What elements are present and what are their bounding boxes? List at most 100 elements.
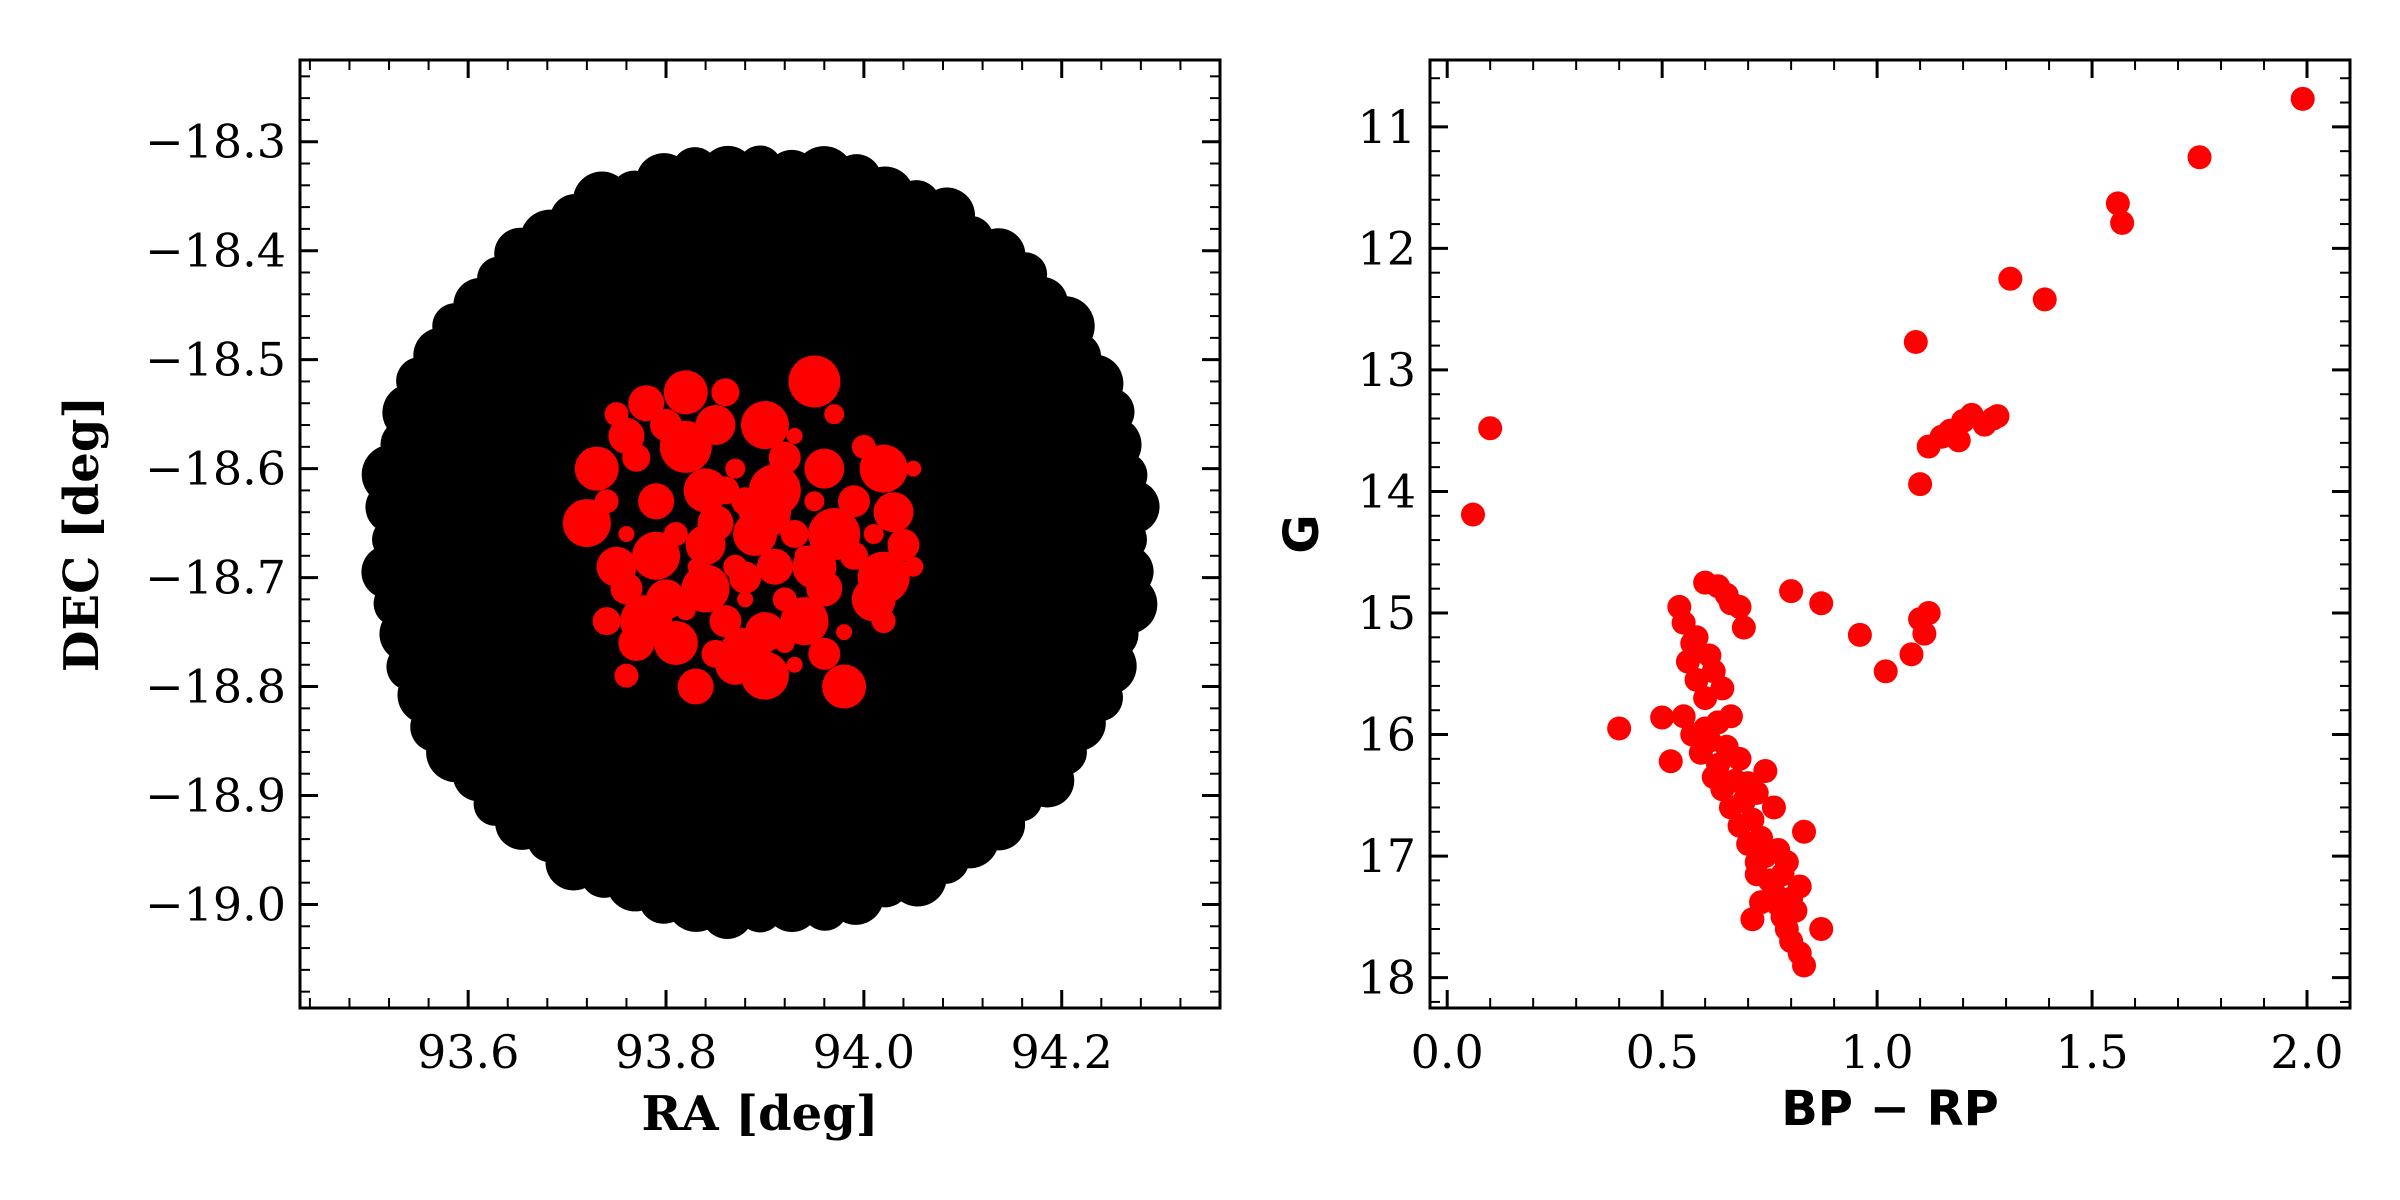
cmd-data-point [1718,795,1743,820]
sky-data-point [618,526,635,542]
cmd-data-point [1779,579,1804,604]
sky-x-axis-label: RA [deg] [642,1086,879,1142]
cmd-data-point [1658,749,1683,774]
sky-data-point [786,427,803,444]
sky-data-point [859,444,908,493]
cmd-data-point [2290,86,2315,111]
cmd-data-point [2105,191,2130,216]
cmd-data-point [1731,615,1756,640]
cmd-data-point [1710,777,1735,802]
cmd-plot-area [1460,86,2315,978]
cmd-data-point [1744,850,1769,875]
sky-data-point [725,458,746,479]
cmd-data-point [1736,831,1761,856]
sky-x-tick-label: 94.0 [813,1025,915,1079]
cmd-data-point [2110,210,2135,235]
cmd-data-point [1792,819,1817,844]
cmd-x-tick-label: 2.0 [2270,1025,2343,1079]
sky-data-point [740,651,789,700]
sky-data-point [653,620,698,665]
sky-y-axis-label: DEC [deg] [54,396,110,672]
cmd-data-point [1675,649,1700,674]
cmd-data-point [1770,862,1795,887]
cmd-data-point [1779,886,1804,911]
sky-data-point [675,600,696,621]
cmd-data-point [1744,780,1769,805]
sky-data-point [780,597,829,646]
sky-data-point [740,401,789,450]
cmd-data-point [1727,746,1752,771]
cmd-x-tick-label: 0.5 [1626,1025,1699,1079]
cmd-data-point [1998,266,2023,291]
sky-data-point [822,664,867,709]
cmd-data-point [1684,625,1709,650]
sky-y-tick-label: −18.8 [145,660,286,714]
cmd-data-point [1792,953,1817,978]
sky-data-point [756,548,793,585]
sky-data-point [610,572,643,605]
cmd-data-point [1671,704,1696,729]
cmd-data-point [1749,890,1774,915]
sky-y-tick-label: −18.6 [145,442,286,496]
cmd-data-point [1753,759,1778,783]
sky-data-point [614,663,639,688]
sky-data-point [863,524,884,544]
cmd-y-tick-label: 12 [1357,221,1416,275]
sky-data-point [836,624,853,641]
sky-data-point [839,541,868,570]
sky-data-point [618,624,655,661]
cmd-data-point [1697,643,1722,668]
cmd-y-tick-label: 18 [1357,951,1416,1005]
sky-y-tick-label: −18.5 [145,333,286,387]
sky-data-point [738,486,791,539]
sky-y-tick-label: −18.3 [145,115,286,169]
cmd-data-point [1916,601,1941,625]
sky-data-point [806,570,843,607]
sky-data-point [804,448,845,489]
cmd-data-point [1873,659,1898,684]
sky-y-tick-label: −19.0 [145,877,286,931]
cmd-data-point [1650,705,1675,730]
cmd-data-point [1809,917,1834,941]
sky-data-point [592,607,621,636]
sky-data-point [683,468,728,513]
cmd-y-tick-label: 14 [1357,464,1416,518]
cmd-data-point [1766,838,1791,862]
cmd-y-tick-label: 13 [1357,343,1416,397]
sky-data-point [622,443,651,472]
cmd-data-point [1706,710,1731,735]
cmd-data-point [1985,404,2010,429]
sky-axis-ticks: 93.6 93.8 94.0 94.2 −18.3 −18.4 −18.5 −18.6 −18.… [145,60,1220,1079]
sky-data-point [786,656,803,673]
sky-data-point [681,564,730,613]
sky-x-tick-label: 94.2 [1011,1025,1113,1079]
sky-data-point [729,561,762,594]
sky-data-point [632,531,681,580]
sky-data-point [905,460,922,477]
cmd-y-axis-label: G [1274,514,1330,553]
cmd-axis-ticks: 0.0 0.5 1.0 1.5 2.0 11 12 13 14 15 16 17 18 [1357,60,2350,1079]
sky-data-point [774,632,795,653]
cmd-data-point [1761,795,1786,820]
cmd-y-tick-label: 11 [1357,100,1416,154]
sky-data-point [837,485,870,518]
cmd-data-point [1899,642,1924,667]
cmd-x-tick-label: 1.5 [2055,1025,2128,1079]
cmd-data-point [1912,621,1937,646]
sky-data-point [824,404,845,425]
cmd-x-axis-label: BP − RP [1781,1081,1999,1137]
cmd-data-point [2032,287,2057,312]
sky-y-tick-label: −18.7 [145,551,286,605]
sky-y-tick-label: −18.9 [145,769,286,823]
sky-data-point [808,637,841,670]
sky-data-point [663,370,708,415]
sky-data-point [628,385,665,422]
cmd-data-point [1809,591,1834,616]
sky-x-tick-label: 93.6 [417,1025,519,1079]
sky-data-point [780,520,809,548]
cmd-x-tick-label: 1.0 [1841,1025,1914,1079]
sky-data-point [903,556,924,577]
cmd-data-point [1727,813,1752,838]
sky-data-point [788,355,841,408]
sky-data-point [677,668,714,705]
